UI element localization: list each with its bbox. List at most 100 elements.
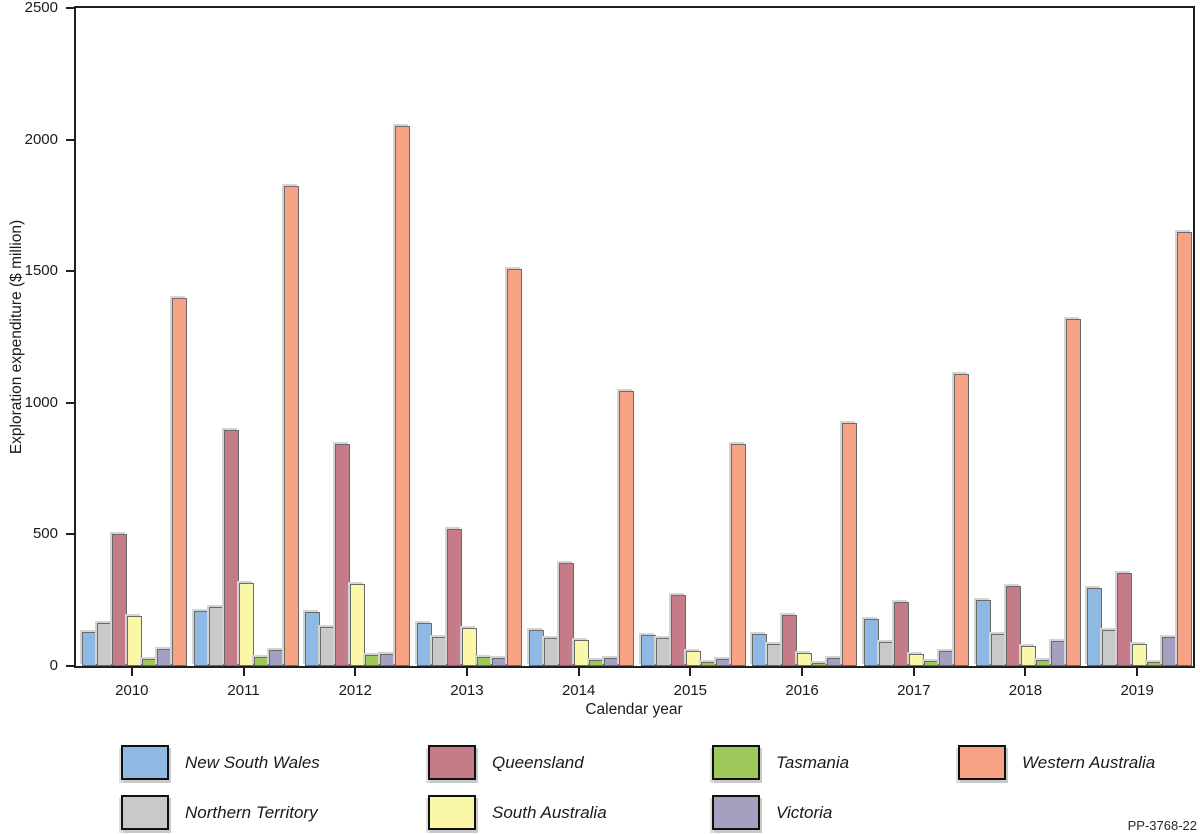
x-axis-tick bbox=[689, 668, 692, 676]
x-axis-tick bbox=[577, 668, 580, 676]
bar-new-south-wales-2013 bbox=[417, 622, 433, 666]
y-axis-tick-label: 500 bbox=[32, 525, 58, 543]
x-axis-tick bbox=[801, 668, 804, 676]
y-axis-tick-label: 1500 bbox=[24, 262, 58, 280]
bar-western-australia-2019 bbox=[1177, 231, 1193, 666]
legend-swatch-tasmania bbox=[712, 745, 760, 780]
x-axis-tick-label: 2018 bbox=[1008, 682, 1043, 699]
bar-queensland-2012 bbox=[335, 443, 351, 666]
plot-area bbox=[74, 6, 1195, 668]
bar-new-south-wales-2019 bbox=[1087, 588, 1103, 666]
legend-swatch-queensland bbox=[428, 745, 476, 780]
bar-victoria-2019 bbox=[1162, 637, 1178, 666]
x-axis-tick-label: 2015 bbox=[673, 682, 708, 699]
bar-tasmania-2019 bbox=[1147, 662, 1163, 666]
x-axis-tick bbox=[130, 668, 133, 676]
bar-western-australia-2013 bbox=[507, 268, 523, 666]
y-axis-tick bbox=[66, 270, 74, 273]
bar-tasmania-2018 bbox=[1035, 660, 1051, 666]
bar-south-australia-2010 bbox=[127, 616, 142, 666]
bar-western-australia-2010 bbox=[172, 297, 187, 666]
bar-south-australia-2019 bbox=[1132, 643, 1148, 666]
bar-victoria-2013 bbox=[492, 657, 508, 666]
bar-south-australia-2011 bbox=[238, 583, 254, 666]
x-axis-tick-label: 2011 bbox=[227, 682, 260, 699]
bar-new-south-wales-2010 bbox=[82, 631, 97, 666]
legend-label-northern-territory: Northern Territory bbox=[185, 803, 318, 822]
y-axis-tick bbox=[66, 401, 74, 404]
bar-western-australia-2016 bbox=[842, 422, 858, 666]
bar-victoria-2015 bbox=[715, 658, 731, 666]
bar-northern-territory-2011 bbox=[208, 606, 224, 666]
bar-victoria-2014 bbox=[603, 658, 619, 666]
bar-south-australia-2014 bbox=[573, 639, 589, 666]
bar-northern-territory-2014 bbox=[543, 638, 559, 666]
bar-northern-territory-2015 bbox=[655, 638, 671, 666]
bar-tasmania-2013 bbox=[477, 656, 493, 666]
bar-western-australia-2014 bbox=[618, 390, 634, 666]
legend-swatch-northern-territory bbox=[121, 795, 169, 830]
bar-new-south-wales-2014 bbox=[528, 630, 544, 666]
x-axis-tick-label: 2012 bbox=[338, 682, 372, 699]
bar-northern-territory-2019 bbox=[1102, 630, 1118, 666]
bar-queensland-2010 bbox=[112, 534, 127, 666]
bar-south-australia-2013 bbox=[462, 627, 478, 666]
bar-queensland-2013 bbox=[447, 529, 463, 666]
bar-south-australia-2018 bbox=[1020, 646, 1036, 666]
bar-tasmania-2011 bbox=[253, 656, 269, 666]
bar-western-australia-2011 bbox=[283, 185, 299, 666]
bar-new-south-wales-2012 bbox=[305, 612, 321, 666]
bar-queensland-2015 bbox=[670, 594, 686, 666]
x-axis-tick bbox=[242, 668, 245, 676]
x-axis-tick-label: 2017 bbox=[897, 682, 931, 699]
legend-label-queensland: Queensland bbox=[492, 753, 584, 772]
y-axis-tick bbox=[66, 665, 74, 667]
bar-queensland-2016 bbox=[782, 614, 798, 666]
x-axis-tick bbox=[1136, 668, 1139, 676]
bar-victoria-2011 bbox=[268, 650, 284, 666]
y-axis-tick-label: 2000 bbox=[24, 130, 58, 148]
x-axis-tick-label: 2010 bbox=[115, 682, 149, 699]
y-axis-tick-label: 0 bbox=[49, 657, 58, 674]
x-axis-tick bbox=[1024, 668, 1027, 676]
bar-northern-territory-2012 bbox=[320, 626, 336, 666]
bar-tasmania-2014 bbox=[588, 659, 604, 666]
bar-new-south-wales-2017 bbox=[863, 618, 879, 666]
bar-northern-territory-2016 bbox=[767, 643, 783, 666]
bar-new-south-wales-2018 bbox=[975, 600, 991, 666]
y-axis-tick bbox=[66, 138, 74, 141]
bar-victoria-2017 bbox=[938, 651, 954, 666]
bar-tasmania-2010 bbox=[142, 659, 157, 666]
bar-queensland-2011 bbox=[223, 430, 239, 666]
bar-south-australia-2012 bbox=[350, 584, 366, 666]
legend-label-tasmania: Tasmania bbox=[776, 753, 850, 772]
x-axis-tick-label: 2014 bbox=[561, 682, 596, 699]
bar-victoria-2016 bbox=[827, 658, 843, 666]
bar-western-australia-2017 bbox=[953, 373, 969, 666]
legend-swatch-new-south-wales bbox=[121, 745, 169, 780]
bar-queensland-2018 bbox=[1005, 585, 1021, 666]
legend-swatch-south-australia bbox=[428, 795, 476, 830]
bar-tasmania-2012 bbox=[365, 655, 381, 666]
x-axis-tick-label: 2013 bbox=[450, 682, 484, 699]
y-axis-tick bbox=[66, 7, 74, 9]
bar-new-south-wales-2016 bbox=[752, 634, 768, 666]
y-axis-tick-label: 1000 bbox=[24, 393, 58, 411]
x-axis-tick-label: 2019 bbox=[1120, 682, 1154, 699]
y-axis-title: Exploration expenditure ($ million) bbox=[8, 219, 25, 455]
bar-northern-territory-2018 bbox=[990, 634, 1006, 666]
bar-queensland-2014 bbox=[558, 563, 574, 666]
legend-label-western-australia: Western Australia bbox=[1022, 753, 1156, 772]
bar-new-south-wales-2015 bbox=[640, 634, 656, 666]
bar-south-australia-2015 bbox=[685, 651, 701, 666]
bar-western-australia-2012 bbox=[395, 126, 411, 666]
legend-swatch-western-australia bbox=[958, 745, 1006, 780]
y-axis-tick bbox=[66, 533, 74, 536]
x-axis-title: Calendar year bbox=[585, 701, 683, 718]
bar-victoria-2018 bbox=[1050, 641, 1066, 666]
bar-new-south-wales-2011 bbox=[193, 610, 209, 666]
bar-northern-territory-2010 bbox=[97, 622, 112, 666]
x-axis-tick bbox=[912, 668, 915, 676]
bar-northern-territory-2013 bbox=[432, 637, 448, 666]
